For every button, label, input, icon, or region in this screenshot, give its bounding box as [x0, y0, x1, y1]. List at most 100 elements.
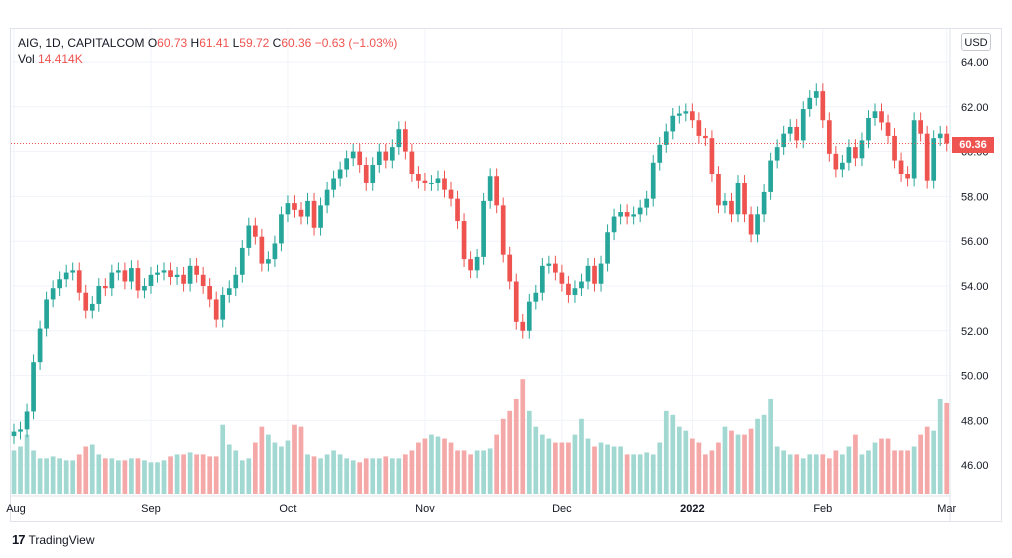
- volume-bar: [605, 444, 610, 494]
- volume-bar: [416, 442, 421, 494]
- last-price-tag: 60.36: [952, 137, 994, 153]
- volume-bar: [644, 452, 650, 494]
- x-tick-label: Oct: [279, 503, 296, 515]
- candle-body: [624, 212, 630, 217]
- candle-body: [755, 214, 760, 235]
- volume-bar: [468, 454, 473, 494]
- volume-bars: [11, 379, 950, 494]
- volume-bar: [337, 454, 343, 494]
- tradingview-logo-icon[interactable]: 17: [12, 532, 26, 547]
- candle-body: [429, 182, 434, 184]
- brand-label[interactable]: TradingView: [28, 532, 95, 547]
- volume-bar: [885, 438, 891, 494]
- candle-body: [181, 274, 186, 284]
- candle-body: [331, 178, 336, 190]
- volume-bar: [279, 446, 284, 494]
- volume-bar: [116, 460, 121, 494]
- candle-body: [448, 189, 454, 199]
- candle-body: [474, 256, 480, 271]
- footer: 17 TradingView: [12, 532, 95, 547]
- volume-bar: [109, 458, 115, 494]
- volume-bar: [383, 456, 389, 494]
- candle-body: [416, 174, 421, 181]
- volume-bar: [872, 442, 878, 494]
- volume-bar: [787, 454, 793, 494]
- volume-bar: [820, 454, 826, 494]
- candle-body: [526, 301, 532, 331]
- volume-bar: [83, 446, 89, 494]
- candle-body: [187, 265, 193, 284]
- volume-bar: [135, 458, 141, 494]
- currency-button[interactable]: USD: [961, 33, 991, 51]
- volume-bar: [70, 460, 76, 494]
- volume-bar: [709, 450, 715, 494]
- high-label: H: [190, 36, 200, 50]
- x-tick-label: Feb: [813, 503, 832, 515]
- volume-bar: [292, 424, 297, 494]
- volume-bar: [807, 454, 813, 494]
- volume-bar: [513, 398, 519, 494]
- candle-body: [239, 247, 245, 275]
- candle-body: [135, 268, 141, 291]
- volume-bar: [102, 458, 108, 494]
- volume-bar: [168, 456, 173, 494]
- volume-bar: [800, 458, 806, 494]
- candle-body: [572, 288, 578, 295]
- volume-bar: [618, 446, 623, 494]
- candle-body: [11, 431, 17, 437]
- y-tick-label: 48.00: [961, 415, 989, 427]
- candle-body: [924, 133, 930, 181]
- volume-bar: [363, 458, 369, 494]
- volume-bar: [937, 398, 943, 494]
- volume-bar: [794, 454, 800, 494]
- y-tick-label: 54.00: [961, 281, 989, 293]
- volume-bar: [768, 398, 773, 494]
- volume-bar: [611, 446, 617, 494]
- volume-bar: [318, 458, 323, 494]
- volume-bar: [716, 442, 721, 494]
- volume-bar: [853, 434, 858, 494]
- volume-bar: [435, 436, 441, 494]
- volume-bar: [220, 424, 226, 494]
- volume-bar: [761, 414, 767, 494]
- symbol-label[interactable]: AIG, 1D, CAPITALCOM: [18, 36, 145, 50]
- candle-body: [826, 120, 832, 154]
- volume-bar: [76, 454, 82, 494]
- candle-body: [435, 178, 441, 183]
- candle-body: [44, 299, 49, 329]
- candle-body: [200, 274, 206, 286]
- volume-bar: [461, 450, 467, 494]
- candle-body: [292, 203, 297, 210]
- volume-bar: [389, 458, 395, 494]
- volume-bar: [311, 456, 317, 494]
- volume-bar: [846, 446, 852, 494]
- candle-body: [905, 174, 910, 179]
- volume-bar: [892, 450, 897, 494]
- volume-bar: [735, 434, 741, 494]
- candle-body: [383, 151, 389, 161]
- volume-bar: [252, 442, 258, 494]
- candle-body: [618, 212, 623, 217]
- volume-bar: [213, 456, 219, 494]
- volume-bar: [200, 454, 206, 494]
- volume-bar: [566, 442, 571, 494]
- volume-bar: [305, 454, 310, 494]
- volume-bar: [11, 450, 17, 494]
- candle-body: [155, 272, 160, 275]
- candle-body: [122, 270, 128, 282]
- candle-body: [885, 122, 891, 136]
- volume-bar: [239, 460, 245, 494]
- volume-bar: [481, 450, 486, 494]
- volume-label[interactable]: Vol: [18, 52, 35, 66]
- volume-bar: [487, 448, 493, 494]
- candle-body: [24, 411, 30, 430]
- candle-body: [31, 362, 36, 412]
- close-value: 60.36: [281, 36, 312, 50]
- change-value: −0.63 (−1.03%): [314, 36, 398, 50]
- candle-body: [266, 259, 271, 264]
- candle-body: [611, 216, 617, 233]
- candle-body: [800, 109, 806, 141]
- candle-body: [63, 272, 69, 280]
- candle-body: [272, 243, 278, 260]
